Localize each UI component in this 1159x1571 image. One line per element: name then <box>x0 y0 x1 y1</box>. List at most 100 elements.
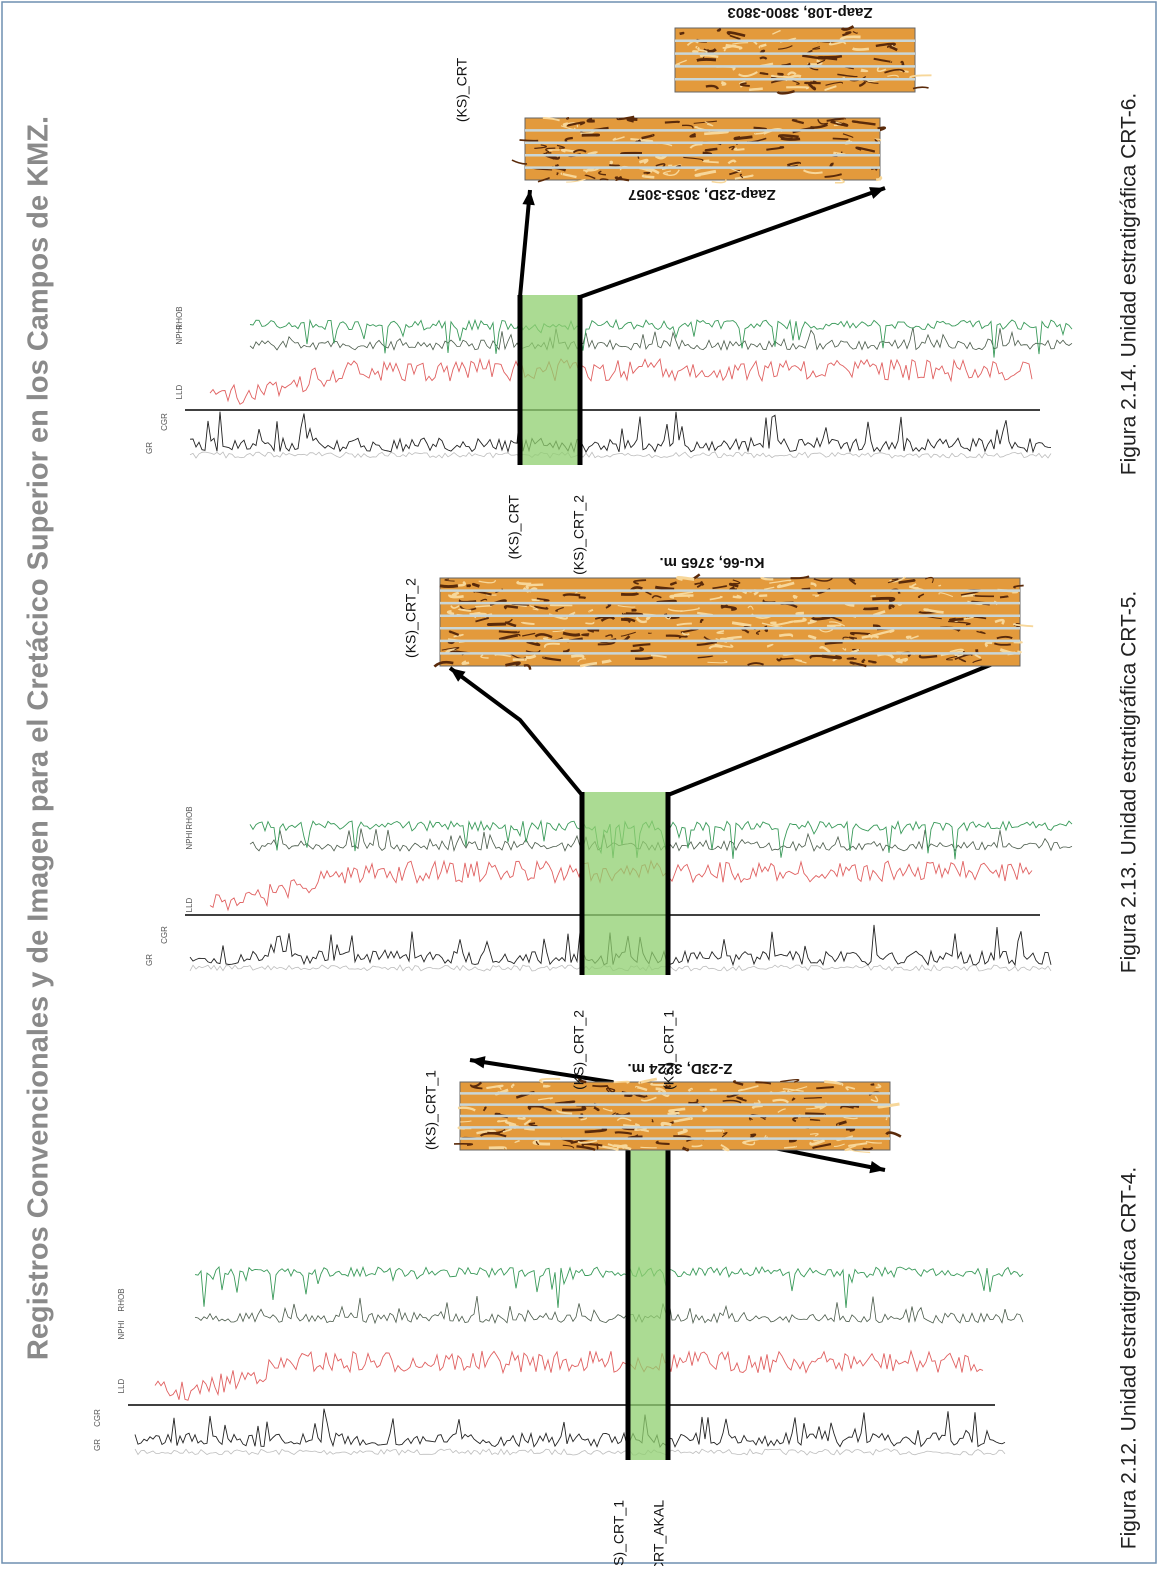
track-label: CGR <box>160 926 169 944</box>
image-texture <box>974 595 994 596</box>
image-unit-label: (KS)_CRT_2 <box>403 578 419 658</box>
image-texture <box>804 1098 822 1099</box>
image-texture <box>602 660 611 662</box>
image-texture <box>749 89 763 90</box>
image-texture <box>488 624 506 625</box>
image-texture <box>907 637 911 638</box>
image-texture <box>543 1085 549 1086</box>
image-texture <box>499 631 519 632</box>
page-title: Registros Convencionales y de Imagen par… <box>23 116 55 1360</box>
image-texture <box>463 661 469 663</box>
image-texture <box>706 1131 723 1132</box>
track-label: CGR <box>160 413 169 431</box>
image-texture <box>794 596 797 598</box>
marker-label: (KS)_CRT_1 <box>661 1010 677 1090</box>
image-texture <box>589 630 600 632</box>
image-texture <box>838 124 847 125</box>
image-texture <box>871 1084 874 1085</box>
image-texture <box>710 1090 716 1091</box>
image-texture <box>592 1086 608 1087</box>
image-texture <box>643 176 654 177</box>
image-texture <box>563 594 580 595</box>
image-texture <box>582 634 589 635</box>
marker-label: (KS)_CRT_2 <box>571 495 587 575</box>
figure-caption: Figura 2.13. Unidad estratigráfica CRT-5… <box>1118 591 1141 973</box>
image-texture <box>1000 596 1008 597</box>
figure-caption: Figura 2.12. Unidad estratigráfica CRT-4… <box>1118 1167 1141 1549</box>
image-texture <box>473 584 479 586</box>
image-texture <box>440 586 458 587</box>
image-texture <box>735 148 745 149</box>
image-unit-label: (KS)_CRT <box>454 57 470 122</box>
image-texture <box>489 1148 506 1149</box>
image-texture <box>466 586 469 587</box>
image-texture <box>735 137 752 139</box>
image-texture <box>532 600 540 601</box>
image-texture <box>668 1113 680 1114</box>
track-label: NPHI <box>185 830 194 849</box>
image-texture <box>950 619 963 620</box>
image-texture <box>846 1129 854 1131</box>
image-texture <box>721 82 725 84</box>
track-label: GR <box>145 954 154 966</box>
image-texture <box>700 55 718 57</box>
track-label: GR <box>93 1439 102 1451</box>
track-label: RHOB <box>117 1288 126 1311</box>
image-texture <box>733 596 741 598</box>
image-texture <box>609 165 619 166</box>
image-texture <box>898 659 907 661</box>
image-label: Zaap-23D, 3053-3057 <box>628 186 776 203</box>
image-texture <box>851 633 870 635</box>
image-texture <box>644 173 650 174</box>
image-texture <box>853 49 869 50</box>
image-texture <box>864 608 879 609</box>
track-label: RHOB <box>175 306 184 329</box>
unit-band <box>628 1125 668 1460</box>
sheet: Registros Convencionales y de Imagen par… <box>0 0 1159 1566</box>
marker-label: (KI)_CRT_AKAL <box>651 1500 667 1566</box>
image-texture <box>704 1108 707 1110</box>
figure-caption: Figura 2.14. Unidad estratigráfica CRT-6… <box>1118 93 1141 475</box>
image-label: Zaap-108, 3800-3803 <box>727 4 872 21</box>
image-texture <box>678 578 695 580</box>
marker-label: (KS)_CRT_1 <box>611 1500 627 1566</box>
image-texture <box>868 661 875 662</box>
image-label: Ku-66, 3765 m. <box>659 554 764 571</box>
track-label: NPHI <box>117 1320 126 1339</box>
image-texture <box>635 658 653 659</box>
marker-label: (KS)_CRT <box>506 495 522 560</box>
image-texture <box>730 584 738 586</box>
image-texture <box>717 29 720 31</box>
page-border <box>2 2 1156 1563</box>
image-texture <box>781 138 800 139</box>
image-texture <box>680 33 684 34</box>
image-texture <box>810 1120 820 1121</box>
image-texture <box>579 597 586 598</box>
image-texture <box>476 606 492 607</box>
image-texture <box>665 122 679 123</box>
image-texture <box>621 593 638 594</box>
image-log <box>525 118 880 180</box>
image-unit-label: (KS)_CRT_1 <box>423 1070 439 1150</box>
image-label: Z-23D, 3224 m. <box>627 1060 732 1077</box>
image-texture <box>676 636 687 637</box>
image-texture <box>520 140 539 141</box>
image-texture <box>706 149 718 151</box>
track-label: LLD <box>117 1378 126 1393</box>
image-texture <box>760 73 768 74</box>
image-texture <box>824 56 842 57</box>
page: {"title": "Registros Convencionales y de… <box>0 0 1159 1566</box>
image-texture <box>498 1120 508 1121</box>
track-label: RHOB <box>185 806 194 829</box>
image-texture <box>805 1113 825 1114</box>
image-texture <box>755 133 764 134</box>
image-texture <box>610 162 611 164</box>
image-texture <box>816 1087 833 1088</box>
image-texture <box>786 87 808 88</box>
unit-band <box>582 792 668 975</box>
track-label: CGR <box>93 1409 102 1427</box>
image-texture <box>939 585 941 586</box>
track-label: GR <box>145 442 154 454</box>
image-texture <box>779 135 798 137</box>
image-texture <box>557 173 558 175</box>
